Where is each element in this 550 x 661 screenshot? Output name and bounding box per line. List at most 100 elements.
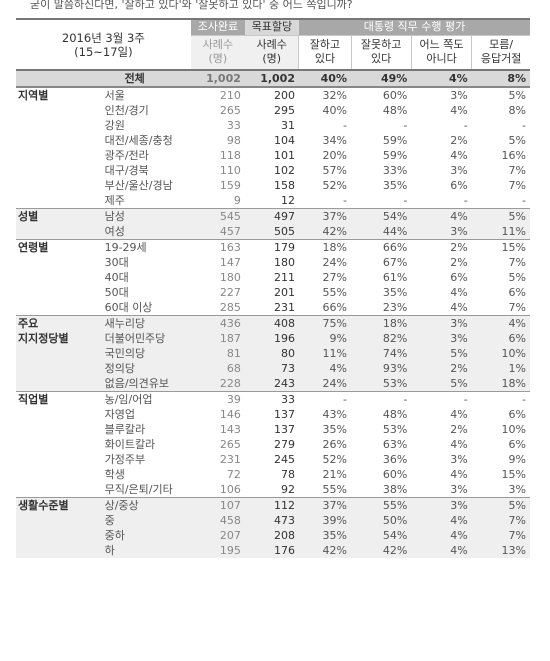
bad-header-line1: 잘못하고 [360, 38, 402, 52]
completed-cell: 436 [190, 315, 245, 331]
target-cell: 196 [244, 331, 299, 346]
bad-header: 잘못하고 있다 [350, 35, 412, 71]
good-cell: 27% [322, 271, 347, 284]
neither-cell: 3% [411, 86, 472, 103]
completed-cell: 159 [219, 179, 241, 192]
bad-cell: 38% [382, 483, 408, 496]
total-bad: 49% [351, 70, 412, 88]
good-cell: 35% [322, 423, 347, 436]
table-row: 40대 180 211 27% 61% 6% 5% [16, 270, 530, 285]
dont-know-cell: 7% [471, 513, 530, 528]
target-cell: 408 [244, 315, 299, 331]
completed-cell: 163 [190, 239, 245, 255]
table-row: 지역별 서울 210 200 32% 60% 3% 5% [16, 86, 530, 209]
neither-cell: 6% [450, 179, 468, 192]
total-group-cell [16, 70, 83, 88]
bad-cell: 82% [351, 331, 412, 346]
completed-cell: 265 [219, 104, 241, 117]
bad-cell: 48% [382, 104, 408, 117]
dont-know-cell: 6% [508, 408, 526, 421]
dont-know-header-line2: 응답거절 [480, 52, 522, 66]
neither-cell: 5% [411, 376, 472, 392]
table-row: 중하 207 208 35% 54% 4% 7% [16, 528, 530, 543]
row-label: 50대 [104, 286, 129, 299]
target-cell: 101 [273, 149, 295, 162]
table-row: 제주 9 12 - - - - [16, 193, 530, 209]
bad-cell: 66% [351, 239, 412, 255]
survey-period-header: 2016년 3월 3주 (15~17일) [16, 18, 191, 71]
neither-cell: 3% [411, 224, 472, 240]
dont-know-cell: 13% [471, 543, 530, 558]
row-label: 새누리당 [82, 315, 191, 331]
good-cell: 37% [298, 208, 351, 224]
good-cell: 55% [322, 286, 347, 299]
bad-header-line2: 있다 [371, 52, 392, 66]
table-row: 대전/세종/충청 98 104 34% 59% 2% 5% [16, 133, 530, 148]
survey-period-line1: 2016년 3월 3주 [61, 30, 145, 45]
dont-know-cell: 6% [471, 331, 530, 346]
neither-cell: 2% [450, 423, 468, 436]
bad-cell: - [403, 119, 408, 132]
bad-cell: 35% [382, 179, 408, 192]
completed-cell: 458 [190, 513, 245, 528]
row-label: 가정주부 [104, 453, 146, 466]
neither-header-line1: 어느 쪽도 [419, 38, 464, 52]
good-cell: 35% [298, 528, 351, 543]
target-cell: 31 [280, 119, 295, 132]
table-header: 2016년 3월 3주 (15~17일) 조사완료 목표할당 대통령 직무 수행… [16, 18, 530, 71]
good-cell: 32% [298, 86, 351, 103]
good-cell: 26% [322, 438, 347, 451]
completed-cell: 187 [190, 331, 245, 346]
table-row: 60대 이상 285 231 66% 23% 4% 7% [16, 300, 530, 316]
bad-cell: 53% [382, 423, 408, 436]
dont-know-cell: 5% [471, 208, 530, 224]
neither-cell: 6% [450, 271, 468, 284]
table-row: 가정주부 231 245 52% 36% 3% 9% [16, 452, 530, 467]
target-cell: 73 [244, 361, 299, 376]
completed-count-line1: 사례수 [202, 38, 234, 52]
neither-cell: 4% [450, 104, 468, 117]
row-label: 강원 [104, 119, 125, 132]
dont-know-cell: 6% [508, 438, 526, 451]
row-label: 무직/은퇴/기타 [104, 483, 173, 496]
group-label: 주요 지지정당별 [16, 315, 83, 392]
dont-know-cell: - [471, 391, 530, 407]
survey-period-line2: (15~17일) [74, 44, 133, 59]
dont-know-cell: 5% [508, 271, 526, 284]
dont-know-cell: 4% [471, 315, 530, 331]
good-cell: - [343, 194, 347, 207]
good-cell: 9% [298, 331, 351, 346]
bad-cell: - [403, 194, 408, 207]
row-label: 정의당 [82, 361, 191, 376]
table-row: 50대 227 201 55% 35% 4% 6% [16, 285, 530, 300]
table-row: 국민의당 81 80 11% 74% 5% 10% [16, 346, 530, 361]
target-count-line2: (명) [262, 52, 282, 66]
neither-cell: 3% [411, 497, 472, 513]
bad-cell: 59% [382, 149, 408, 162]
table-row: 정의당 68 73 4% 93% 2% 1% [16, 361, 530, 376]
bad-cell: - [351, 391, 412, 407]
target-cell: 208 [244, 528, 299, 543]
row-label: 남성 [82, 208, 191, 224]
neither-cell: 2% [450, 134, 468, 147]
dont-know-cell: 1% [471, 361, 530, 376]
bad-cell: 23% [382, 301, 408, 314]
dont-know-cell: 5% [471, 497, 530, 513]
neither-header: 어느 쪽도 아니다 [410, 35, 472, 71]
good-cell: 11% [298, 346, 351, 361]
table-row: 더불어민주당 187 196 9% 82% 3% 6% [16, 331, 530, 346]
completed-cell: 72 [226, 468, 241, 481]
group-label: 직업별 [16, 391, 83, 498]
evaluation-header: 대통령 직무 수행 평가 [298, 18, 530, 36]
neither-header-line2: 아니다 [426, 52, 457, 66]
row-label: 광주/전라 [104, 149, 149, 162]
total-dont-know: 8% [471, 70, 530, 88]
neither-cell: 2% [411, 361, 472, 376]
good-cell: 18% [298, 239, 351, 255]
neither-cell: 4% [411, 513, 472, 528]
group-label: 지역별 [16, 86, 83, 209]
table-row: 연령별 19-29세 163 179 18% 66% 2% 15% [16, 239, 530, 316]
row-label: 상/중상 [82, 497, 191, 513]
good-cell: 24% [298, 376, 351, 392]
dont-know-cell: 7% [508, 301, 526, 314]
